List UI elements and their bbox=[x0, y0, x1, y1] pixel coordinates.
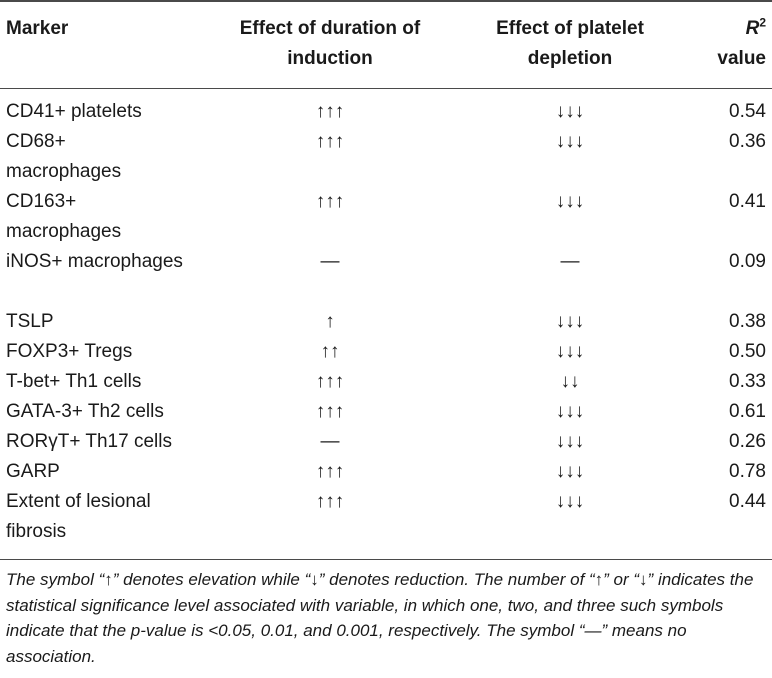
table-header-rule bbox=[0, 88, 772, 89]
cell-r2: 0.33 bbox=[729, 371, 766, 392]
cell-duration: ↑↑↑ bbox=[315, 191, 345, 212]
cell-r2: 0.54 bbox=[729, 101, 766, 122]
cell-r2: 0.50 bbox=[729, 341, 766, 362]
cell-duration: ↑↑↑ bbox=[315, 371, 345, 392]
cell-depletion: — bbox=[560, 251, 580, 272]
cell-marker: RORγT+ Th17 cells bbox=[6, 431, 172, 452]
cell-duration: ↑↑ bbox=[320, 341, 340, 362]
cell-r2: 0.41 bbox=[729, 191, 766, 212]
cell-depletion: ↓↓ bbox=[560, 371, 580, 392]
cell-marker: GARP bbox=[6, 461, 60, 482]
cell-depletion: ↓↓↓ bbox=[555, 401, 585, 422]
cell-r2: 0.61 bbox=[729, 401, 766, 422]
header-r2-value-label: value bbox=[717, 48, 766, 69]
cell-duration: ↑↑↑ bbox=[315, 101, 345, 122]
cell-marker: GATA-3+ Th2 cells bbox=[6, 401, 164, 422]
cell-marker: CD163+ macrophages bbox=[6, 191, 122, 242]
cell-depletion: ↓↓↓ bbox=[555, 491, 585, 512]
cell-r2: 0.38 bbox=[729, 311, 766, 332]
table-row: Extent of lesional fibrosis ↑↑↑ ↓↓↓ 0.44 bbox=[0, 487, 772, 547]
cell-marker: Extent of lesional fibrosis bbox=[6, 491, 151, 542]
header-r2: R2 value bbox=[690, 14, 766, 74]
cell-depletion: ↓↓↓ bbox=[555, 191, 585, 212]
cell-r2: 0.44 bbox=[729, 491, 766, 512]
cell-depletion: ↓↓↓ bbox=[555, 131, 585, 152]
table-top-rule bbox=[0, 0, 772, 2]
cell-depletion: ↓↓↓ bbox=[555, 461, 585, 482]
table-row: FOXP3+ Tregs ↑↑ ↓↓↓ 0.50 bbox=[0, 337, 772, 367]
cell-duration: ↑↑↑ bbox=[315, 131, 345, 152]
table-row: TSLP ↑ ↓↓↓ 0.38 bbox=[0, 307, 772, 337]
cell-r2: 0.26 bbox=[729, 431, 766, 452]
cell-marker: TSLP bbox=[6, 311, 54, 332]
cell-duration: ↑↑↑ bbox=[315, 401, 345, 422]
table-footnote: The symbol “↑” denotes elevation while “… bbox=[6, 570, 754, 666]
table-row: CD163+ macrophages ↑↑↑ ↓↓↓ 0.41 bbox=[0, 187, 772, 247]
cell-marker: CD68+ macrophages bbox=[6, 131, 122, 182]
cell-duration: ↑ bbox=[325, 311, 335, 332]
table-row: RORγT+ Th17 cells — ↓↓↓ 0.26 bbox=[0, 427, 772, 457]
header-r2-superscript: 2 bbox=[759, 15, 766, 30]
cell-depletion: ↓↓↓ bbox=[555, 101, 585, 122]
cell-duration: ↑↑↑ bbox=[315, 461, 345, 482]
cell-duration: ↑↑↑ bbox=[315, 491, 345, 512]
table-row: CD41+ platelets ↑↑↑ ↓↓↓ 0.54 bbox=[0, 97, 772, 127]
header-marker: Marker bbox=[6, 18, 69, 39]
table-bottom-rule bbox=[0, 559, 772, 560]
cell-duration: — bbox=[320, 251, 340, 272]
cell-depletion: ↓↓↓ bbox=[555, 431, 585, 452]
header-r2-symbol: R bbox=[745, 18, 760, 39]
cell-marker: CD41+ platelets bbox=[6, 101, 142, 122]
cell-marker: iNOS+ macrophages bbox=[6, 251, 183, 272]
cell-duration: — bbox=[320, 431, 340, 452]
cell-r2: 0.78 bbox=[729, 461, 766, 482]
table-row: CD68+ macrophages ↑↑↑ ↓↓↓ 0.36 bbox=[0, 127, 772, 187]
table-row: GARP ↑↑↑ ↓↓↓ 0.78 bbox=[0, 457, 772, 487]
cell-marker: T-bet+ Th1 cells bbox=[6, 371, 142, 392]
table-row: GATA-3+ Th2 cells ↑↑↑ ↓↓↓ 0.61 bbox=[0, 397, 772, 427]
table-row: T-bet+ Th1 cells ↑↑↑ ↓↓ 0.33 bbox=[0, 367, 772, 397]
header-duration: Effect of duration of induction bbox=[239, 18, 421, 69]
cell-depletion: ↓↓↓ bbox=[555, 341, 585, 362]
cell-r2: 0.09 bbox=[729, 251, 766, 272]
header-depletion: Effect of platelet depletion bbox=[496, 18, 644, 69]
cell-r2: 0.36 bbox=[729, 131, 766, 152]
cell-marker: FOXP3+ Tregs bbox=[6, 341, 133, 362]
table-row: iNOS+ macrophages — — 0.09 bbox=[0, 247, 772, 307]
table-body: CD41+ platelets ↑↑↑ ↓↓↓ 0.54 CD68+ macro… bbox=[0, 97, 772, 547]
cell-depletion: ↓↓↓ bbox=[555, 311, 585, 332]
